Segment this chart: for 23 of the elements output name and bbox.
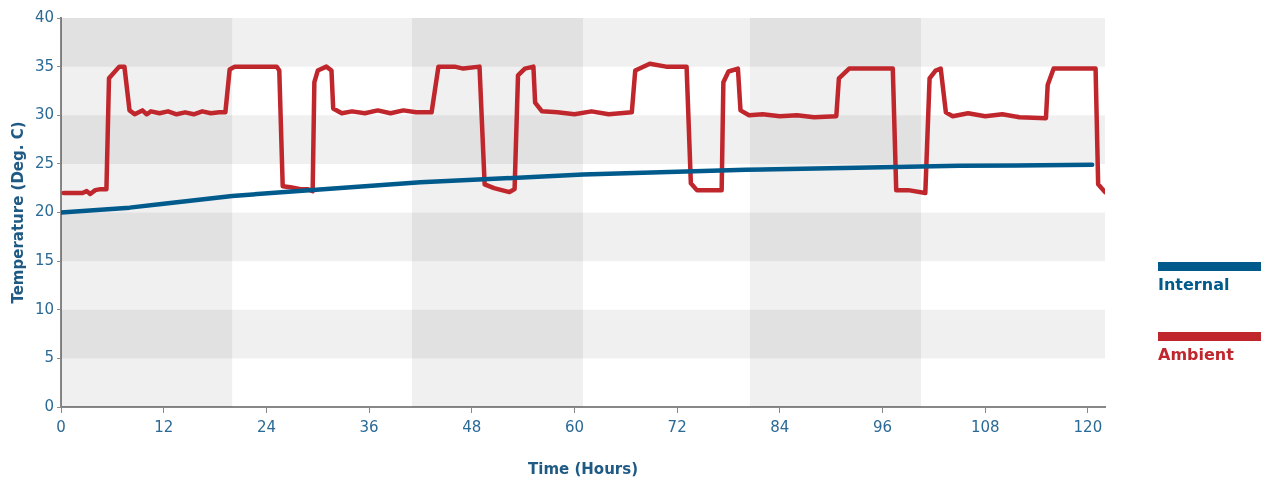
x-tick-label: 84 — [770, 417, 790, 436]
x-tick-label: 24 — [256, 417, 276, 436]
x-tick-label: 108 — [970, 417, 1000, 436]
y-tick-label: 40 — [34, 7, 55, 26]
y-tick-label: 0 — [44, 396, 55, 415]
x-axis-title: Time (Hours) — [528, 459, 639, 478]
x-tick-label: 120 — [1073, 417, 1103, 436]
text: Ambient — [1158, 345, 1235, 364]
x-tick-label: 12 — [154, 417, 174, 436]
y-tick-label: 10 — [34, 299, 55, 318]
x-tick-label: 60 — [564, 417, 585, 436]
y-tick-label: 20 — [34, 202, 55, 221]
y-axis-title: Temperature (Deg. C) — [8, 121, 27, 304]
y-tick-label: 25 — [34, 153, 55, 172]
x-tick-label: 96 — [872, 417, 893, 436]
y-tick-label: 30 — [34, 105, 55, 124]
y-tick-label: 35 — [34, 56, 55, 75]
x-tick-label: 72 — [667, 417, 687, 436]
x-tick-label: 48 — [462, 417, 482, 436]
x-tick-label: 36 — [359, 417, 379, 436]
y-tick-label: 15 — [34, 251, 55, 270]
y-tick-label: 5 — [44, 348, 55, 367]
text: Internal — [1158, 275, 1231, 294]
